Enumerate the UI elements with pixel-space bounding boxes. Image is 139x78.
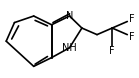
Text: F: F [129, 14, 134, 24]
Text: F: F [109, 46, 115, 56]
Text: N: N [66, 11, 73, 21]
Text: F: F [129, 32, 134, 42]
Text: NH: NH [62, 43, 77, 53]
